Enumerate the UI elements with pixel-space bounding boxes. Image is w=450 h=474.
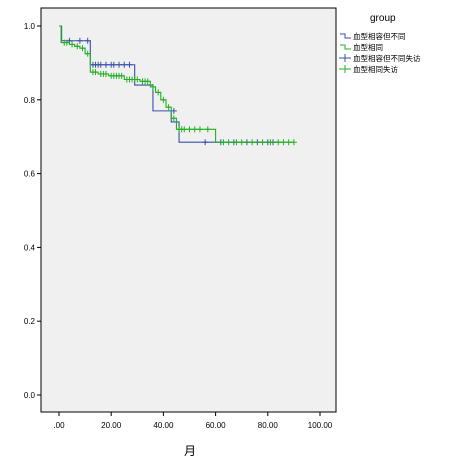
censor-mark xyxy=(134,76,141,83)
legend-label: 血型相同失访 xyxy=(353,64,398,74)
legend-label: 血型相容但不同失访 xyxy=(353,53,421,63)
axis-layer: .00 20.00 40.00 60.00 80.00 100.00 0.0 0.2 0.4 0.… xyxy=(24,22,333,430)
censor-mark xyxy=(238,139,245,146)
plot-area xyxy=(40,7,337,413)
censor-mark xyxy=(267,139,274,146)
censor-mark xyxy=(74,43,81,50)
legend-title: group xyxy=(370,13,396,24)
censor-mark xyxy=(225,139,232,146)
censor-mark xyxy=(280,139,287,146)
y-tick-label: 0.2 xyxy=(24,317,36,326)
y-tick-label: 1.0 xyxy=(24,22,36,31)
y-tick-label: 0.8 xyxy=(24,96,36,105)
y-tick-label: 0.0 xyxy=(24,391,36,400)
legend-item: 血型相容但不同 xyxy=(340,31,406,41)
censor-mark xyxy=(69,41,76,48)
x-tick-label: 20.00 xyxy=(101,421,122,430)
censor-mark xyxy=(196,126,203,133)
censor-mark xyxy=(63,39,70,46)
censor-mark xyxy=(126,61,133,68)
y-tick-label: 0.6 xyxy=(24,170,36,179)
legend-item: 血型相容但不同失访 xyxy=(339,53,421,63)
legend-label: 血型相同 xyxy=(353,42,383,52)
censor-mark xyxy=(160,96,167,103)
censor-mark xyxy=(186,126,193,133)
censor-mark xyxy=(92,69,99,76)
censor-mark xyxy=(170,107,177,114)
censor-mark xyxy=(220,139,227,146)
x-axis-title: 月 xyxy=(184,444,196,458)
censor-mark xyxy=(102,61,109,68)
series-layer xyxy=(59,25,297,146)
censor-mark xyxy=(84,37,91,44)
censor-mark xyxy=(249,139,256,146)
censor-mark xyxy=(149,83,156,90)
censor-mark xyxy=(118,72,125,79)
censor-mark xyxy=(181,126,188,133)
x-tick-label: 40.00 xyxy=(153,421,174,430)
x-tick-label: .00 xyxy=(53,421,65,430)
legend-line-swatch xyxy=(340,44,351,50)
x-tick-label: 60.00 xyxy=(206,421,227,430)
censor-mark xyxy=(259,139,266,146)
censor-mark xyxy=(202,139,209,146)
censor-mark xyxy=(290,139,297,146)
censor-mark xyxy=(275,139,282,146)
legend-item: 血型相同 xyxy=(340,42,383,52)
censor-mark xyxy=(76,37,83,44)
y-tick-label: 0.4 xyxy=(24,243,36,252)
censor-mark xyxy=(102,70,109,77)
censor-mark xyxy=(191,126,198,133)
censor-mark xyxy=(204,126,211,133)
legend-label: 血型相容但不同 xyxy=(353,31,406,41)
censor-mark xyxy=(170,115,177,122)
censor-mark xyxy=(84,50,91,57)
legend-item: 血型相同失访 xyxy=(339,64,398,74)
censor-mark xyxy=(79,45,86,52)
censor-mark xyxy=(155,89,162,96)
censor-mark xyxy=(285,139,292,146)
x-tick-label: 80.00 xyxy=(258,421,279,430)
censor-mark xyxy=(121,61,128,68)
censor-mark xyxy=(144,78,151,85)
x-tick-label: 100.00 xyxy=(308,421,333,430)
censor-mark xyxy=(233,139,240,146)
censor-mark xyxy=(97,61,104,68)
censor-mark xyxy=(165,104,172,111)
censor-mark xyxy=(116,61,123,68)
legend-line-swatch xyxy=(340,33,351,39)
censor-mark xyxy=(110,61,117,68)
